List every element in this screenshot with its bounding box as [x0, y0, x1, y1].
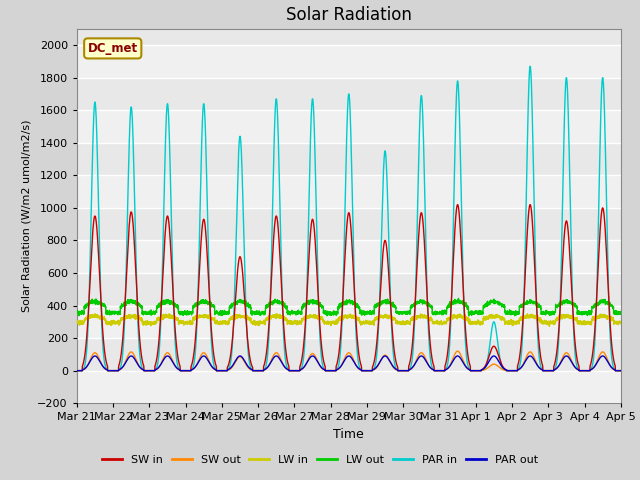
Bar — [77, 306, 621, 338]
Bar — [77, 371, 621, 403]
Text: DC_met: DC_met — [88, 42, 138, 55]
Bar — [77, 110, 621, 143]
Legend: SW in, SW out, LW in, LW out, PAR in, PAR out: SW in, SW out, LW in, LW out, PAR in, PA… — [98, 451, 542, 469]
Y-axis label: Solar Radiation (W/m2 umol/m2/s): Solar Radiation (W/m2 umol/m2/s) — [22, 120, 32, 312]
Title: Solar Radiation: Solar Radiation — [286, 6, 412, 24]
X-axis label: Time: Time — [333, 428, 364, 441]
Bar — [77, 45, 621, 78]
Bar — [77, 175, 621, 208]
Bar — [77, 240, 621, 273]
